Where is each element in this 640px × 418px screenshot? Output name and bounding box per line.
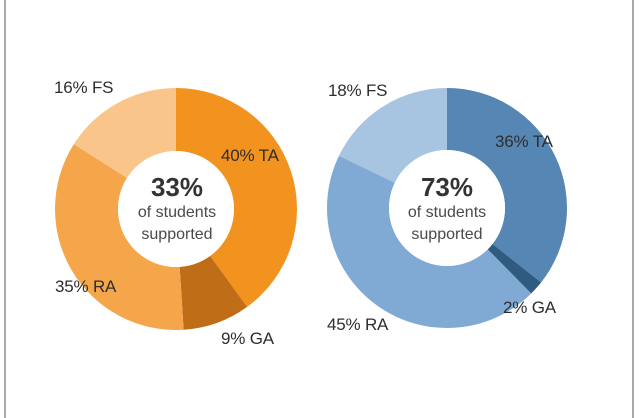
donut-segment-fs	[73, 88, 176, 178]
label-fs-right: 18% FS	[328, 81, 388, 100]
donut-segment-fs	[338, 88, 447, 183]
donut-segment-ga	[487, 243, 542, 294]
donut-segment-ta	[176, 88, 297, 307]
center-percent-left: 33%	[150, 172, 204, 202]
donut-charts-svg	[55, 88, 568, 330]
center-text-line1-left: of students	[137, 204, 217, 221]
center-percent-right: 73%	[420, 172, 474, 202]
donut-hole	[389, 150, 505, 266]
label-ga-left: 9% GA	[221, 329, 274, 348]
label-ra-left: 35% RA	[55, 277, 117, 296]
center-text-line1-right: of students	[407, 204, 487, 221]
center-summary-right: 73% of students supported	[387, 174, 507, 246]
chart-frame	[4, 0, 634, 418]
donut-chart-right	[327, 88, 568, 328]
donut-segment-ga	[179, 255, 248, 330]
donut-hole	[118, 151, 234, 267]
donut-charts-area: 16% FS 40% TA 35% RA 9% GA 33% of studen…	[54, 78, 568, 348]
donut-segment-ra	[55, 144, 184, 330]
label-fs-left: 16% FS	[54, 78, 114, 97]
label-ga-right: 2% GA	[503, 298, 556, 317]
label-ta-right: 36% TA	[495, 132, 553, 151]
donut-chart-left	[55, 88, 297, 330]
center-text-line2-right: supported	[411, 226, 483, 243]
center-text-line2-left: supported	[141, 226, 213, 243]
label-ra-right: 45% RA	[327, 315, 389, 334]
center-summary-left: 33% of students supported	[117, 174, 237, 246]
donut-segment-ta	[447, 88, 568, 283]
label-ta-left: 40% TA	[221, 146, 279, 165]
donut-segment-ra	[327, 155, 532, 328]
